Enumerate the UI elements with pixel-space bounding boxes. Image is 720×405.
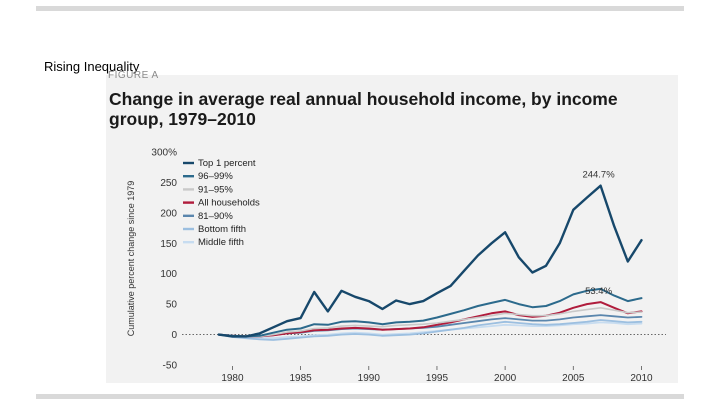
x-tick-label: 2010 — [630, 373, 653, 383]
legend-label: 91–95% — [198, 184, 233, 195]
y-tick-label: 50 — [166, 300, 178, 311]
chart-title: Change in average real annual household … — [109, 89, 618, 129]
legend-label: 81–90% — [198, 211, 233, 222]
y-tick-label: 100 — [160, 269, 177, 280]
top-rule — [36, 6, 684, 11]
x-tick-label: 1990 — [358, 373, 381, 383]
figure-label: FIGURE A — [108, 70, 159, 81]
bottom-rule — [36, 394, 684, 399]
series-line-all-households — [217, 301, 643, 338]
series-line-top-1-percent — [217, 184, 643, 338]
data-annotation: 53.4% — [585, 286, 612, 297]
income-change-chart: Cumulative percent change since 1979 -50 0… — [126, 148, 666, 383]
legend-label: Top 1 percent — [198, 158, 256, 169]
series-line-91-95- — [218, 307, 643, 338]
x-tick-label: 2000 — [494, 373, 517, 383]
x-tick-label: 1985 — [289, 373, 312, 383]
legend-label: Middle fifth — [198, 237, 244, 248]
y-tick-label: -50 — [163, 361, 178, 372]
y-tick-label: 0 — [171, 330, 177, 341]
legend-label: All households — [198, 198, 260, 209]
data-annotation: 244.7% — [582, 170, 615, 181]
x-tick-label: 2005 — [562, 373, 585, 383]
y-tick-label: 250 — [160, 178, 177, 189]
series-line-middle-fifth — [217, 321, 643, 340]
legend-label: Bottom fifth — [198, 224, 246, 235]
figure-panel — [106, 75, 678, 383]
x-tick-label: 1995 — [426, 373, 449, 383]
y-tick-label: 300% — [151, 148, 177, 159]
y-tick-label: 200 — [160, 208, 177, 219]
slide-title: Rising Inequality — [44, 59, 140, 74]
series-line-96-99- — [217, 287, 643, 338]
y-tick-label: 150 — [160, 239, 177, 250]
series-line-bottom-fifth — [217, 319, 643, 341]
x-tick-label: 1980 — [221, 373, 244, 383]
y-axis-label: Cumulative percent change since 1979 — [126, 181, 136, 337]
legend-label: 96–99% — [198, 171, 233, 182]
